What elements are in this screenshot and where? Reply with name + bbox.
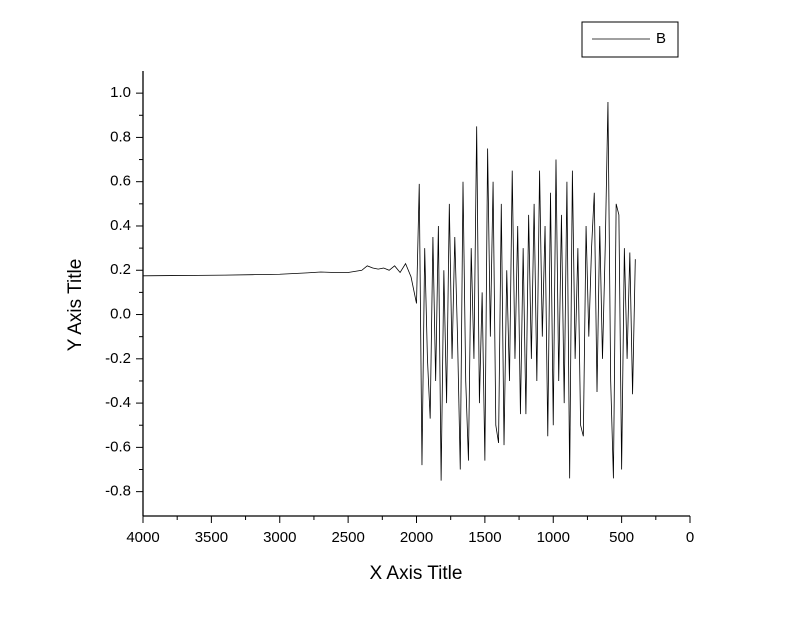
y-axis-title: Y Axis Title: [65, 259, 86, 352]
data-line: [142, 101, 636, 481]
y-tick-label: 0.4: [110, 217, 131, 234]
y-tick-label: -0.2: [105, 350, 131, 367]
x-axis-title: X Axis Title: [370, 563, 463, 584]
y-tick-label: -0.6: [105, 438, 131, 455]
y-tick-label: 0.2: [110, 261, 131, 278]
y-tick-label: 0.6: [110, 173, 131, 190]
x-tick-label: 2500: [331, 529, 364, 546]
y-tick-label: -0.8: [105, 483, 131, 500]
x-tick-label: 3500: [195, 529, 228, 546]
y-tick-label: 0.8: [110, 128, 131, 145]
legend-box: [581, 21, 679, 58]
y-tick-label: 0.0: [110, 306, 131, 323]
y-tick-label: 1.0: [110, 84, 131, 101]
y-tick-label: -0.4: [105, 394, 131, 411]
x-tick-label: 500: [609, 529, 634, 546]
x-tick-label: 3000: [263, 529, 296, 546]
legend-label: B: [656, 30, 666, 47]
x-tick-label: 1500: [468, 529, 501, 546]
x-tick-label: 0: [686, 529, 694, 546]
x-tick-label: 2000: [400, 529, 433, 546]
x-tick-label: 4000: [126, 529, 159, 546]
x-tick-label: 1000: [537, 529, 570, 546]
